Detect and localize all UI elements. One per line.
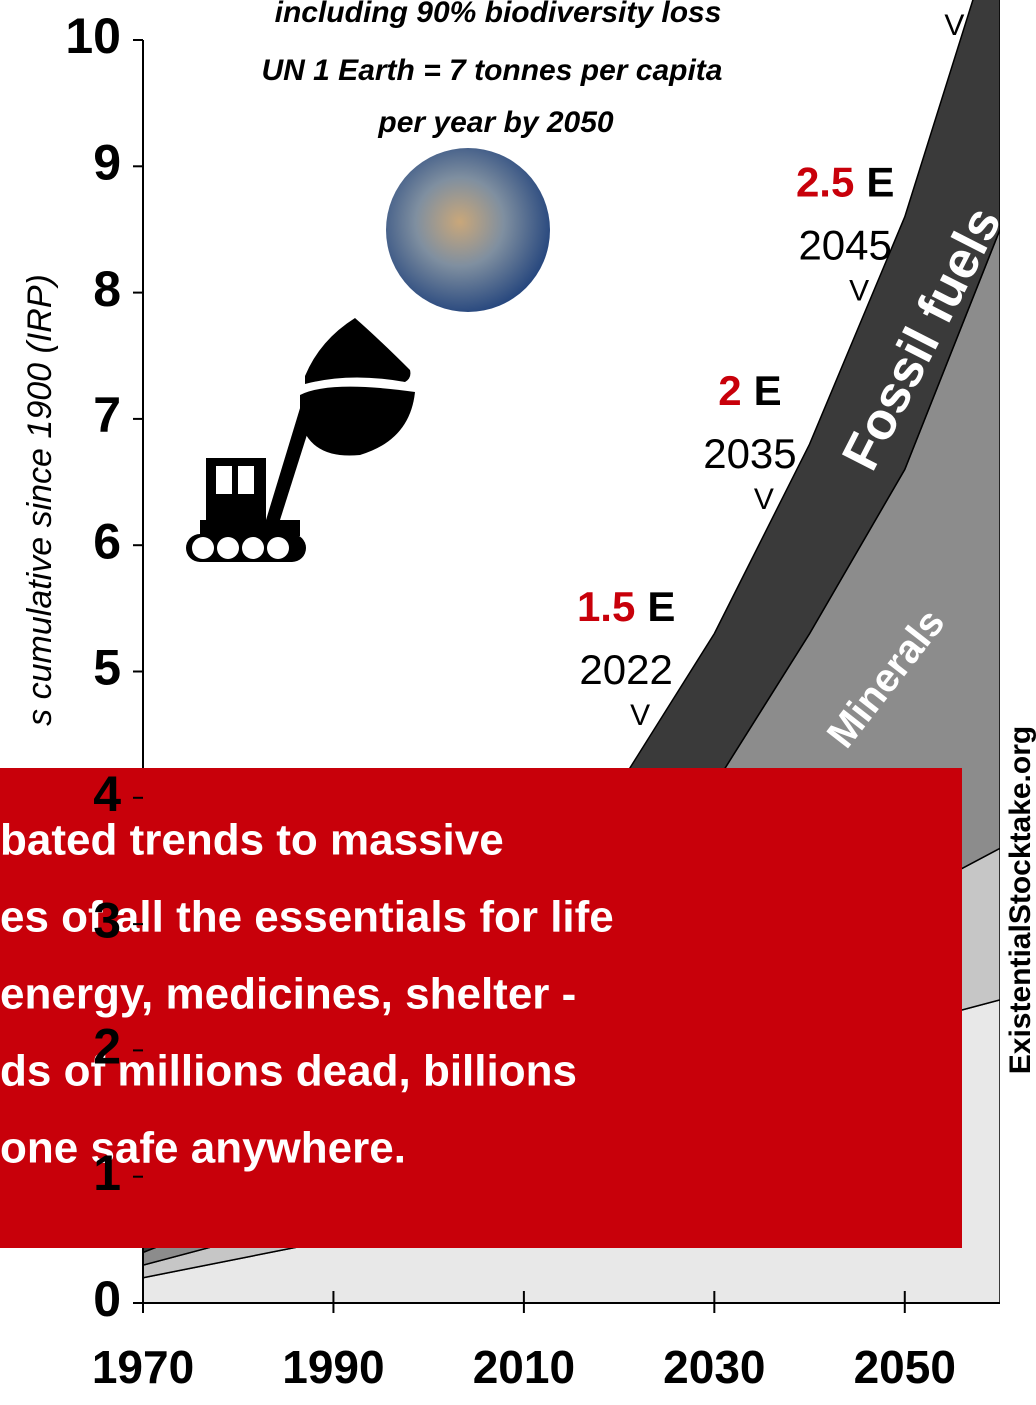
y-tick-label: 10 bbox=[65, 8, 121, 64]
y-axis-label: s cumulative since 1900 (IRP) bbox=[21, 274, 59, 726]
banner-line: es of all the essentials for life bbox=[0, 893, 614, 942]
y-tick-label: 9 bbox=[93, 135, 121, 191]
year-label: 2055 bbox=[894, 0, 987, 3]
earths-label: 1.5 E bbox=[577, 583, 675, 630]
pointer: V bbox=[944, 9, 964, 42]
pointer: V bbox=[630, 699, 650, 732]
pointer: V bbox=[754, 483, 774, 516]
earths-label: 2.5 E bbox=[796, 159, 894, 206]
earths-unit: E bbox=[754, 367, 782, 414]
y-tick-label: 3 bbox=[93, 892, 121, 948]
y-tick-label: 2 bbox=[93, 1019, 121, 1075]
earths-value: 2.5 bbox=[796, 159, 854, 206]
y-tick-label: 6 bbox=[93, 513, 121, 569]
banner-line: energy, medicines, shelter - bbox=[0, 970, 576, 1019]
note: per year by 2050 bbox=[377, 106, 613, 139]
y-tick-label: 5 bbox=[93, 640, 121, 696]
excavator-icon bbox=[186, 318, 415, 562]
pointer: V bbox=[849, 274, 869, 307]
y-tick-label: 1 bbox=[93, 1145, 121, 1201]
x-tick-label: 2030 bbox=[663, 1341, 765, 1393]
year-label: 2045 bbox=[798, 222, 891, 269]
source: ExistentialStocktake.org bbox=[1004, 726, 1036, 1074]
earths-unit: E bbox=[866, 159, 894, 206]
note: including 90% biodiversity loss bbox=[275, 0, 722, 29]
overlay: bated trends to massive es of all the ess… bbox=[0, 768, 962, 1248]
y-tick-label: 8 bbox=[93, 261, 121, 317]
x-tick-label: 1990 bbox=[282, 1341, 384, 1393]
banner-line: ds of millions dead, billions bbox=[0, 1047, 577, 1096]
earths-value: 1.5 bbox=[577, 583, 635, 630]
banner-line: one safe anywhere. bbox=[0, 1124, 406, 1173]
x-tick-label: 1970 bbox=[92, 1341, 194, 1393]
banner bbox=[0, 768, 962, 1248]
earths-unit: E bbox=[647, 583, 675, 630]
y-tick-label: 0 bbox=[93, 1271, 121, 1327]
year-label: 2022 bbox=[579, 646, 672, 693]
year-label: 2035 bbox=[703, 430, 796, 477]
y-tick-label: 4 bbox=[93, 766, 121, 822]
x-tick-label: 2050 bbox=[854, 1341, 956, 1393]
earths-value: 2 bbox=[718, 367, 741, 414]
y-tick-label: 7 bbox=[93, 387, 121, 443]
earth-icon bbox=[386, 148, 550, 312]
note: UN 1 Earth = 7 tonnes per capita bbox=[262, 54, 723, 87]
banner-line: bated trends to massive bbox=[0, 816, 504, 865]
x-tick-label: 2010 bbox=[473, 1341, 575, 1393]
